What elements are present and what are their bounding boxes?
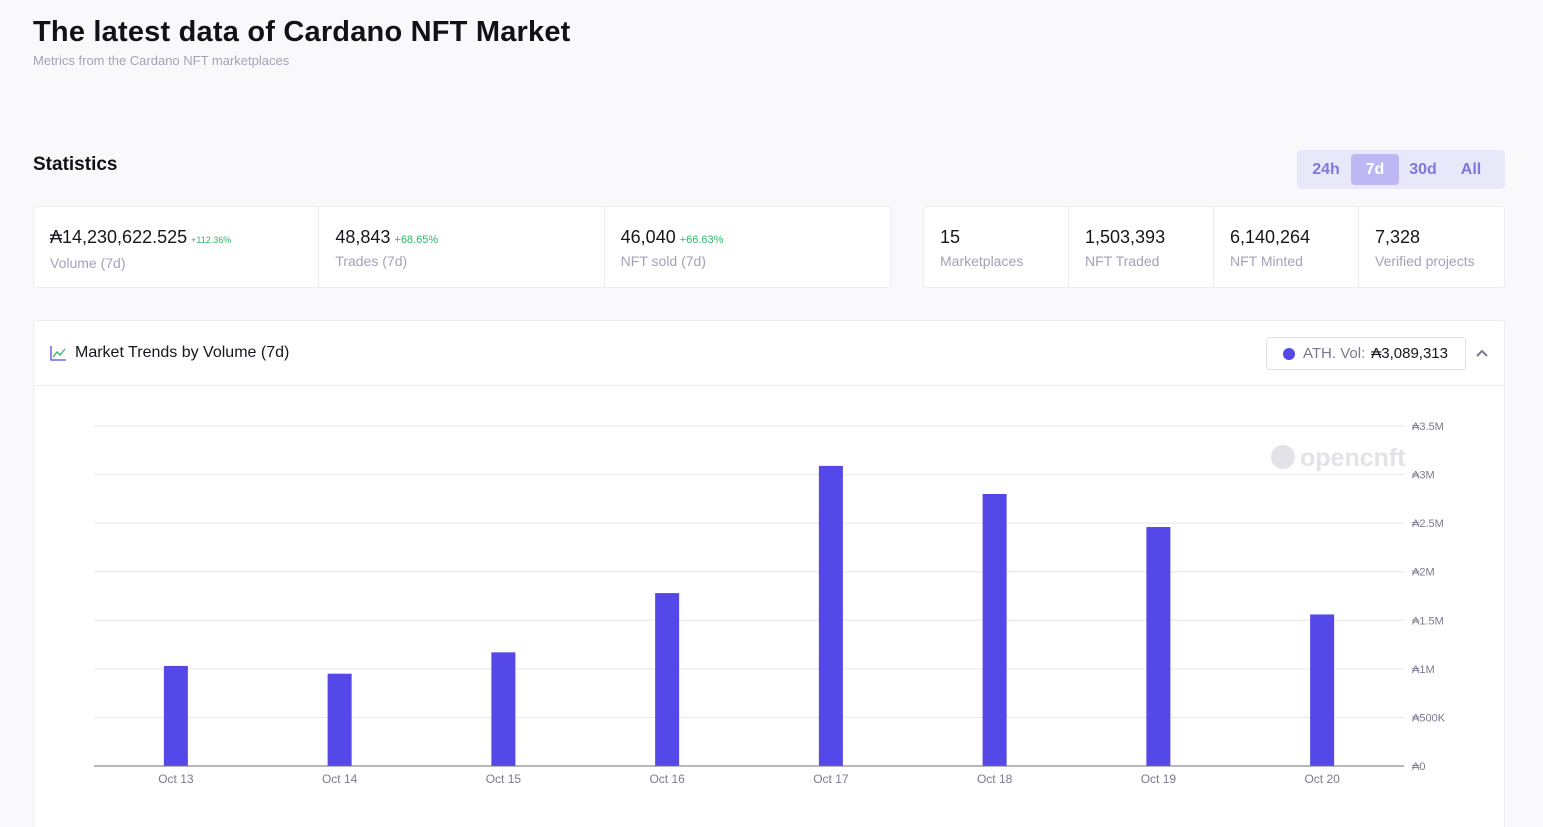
period-stats-card: ₳14,230,622.525 +112.36% Volume (7d) 48,8… <box>33 206 891 288</box>
stat-label: NFT sold (7d) <box>620 253 706 269</box>
market-trends-panel: Market Trends by Volume (7d) ATH. Vol: ₳… <box>33 320 1505 827</box>
ath-volume-badge: ATH. Vol: ₳3,089,313 <box>1266 337 1466 370</box>
stat-nft-minted: 6,140,264 NFT Minted <box>1214 207 1359 287</box>
stat-nft-sold: 46,040 +66.63% NFT sold (7d) <box>605 207 890 287</box>
ath-dot-icon <box>1283 347 1295 360</box>
x-tick-label: Oct 20 <box>1304 772 1340 786</box>
stat-verified-projects: 7,328 Verified projects <box>1359 207 1504 287</box>
bar-oct-20[interactable] <box>1310 614 1335 766</box>
stat-change: +112.36% <box>191 235 232 245</box>
collapse-button[interactable] <box>1472 343 1492 363</box>
watermark: opencnft <box>1271 444 1406 472</box>
bar-oct-18[interactable] <box>982 494 1007 766</box>
y-tick-label: ₳3.5M <box>1412 421 1444 433</box>
totals-card: 15 Marketplaces 1,503,393 NFT Traded 6,1… <box>923 206 1505 288</box>
x-tick-label: Oct 19 <box>1141 772 1177 786</box>
statistics-title: Statistics <box>33 154 118 175</box>
stat-change: +66.63% <box>679 234 724 246</box>
stat-value: 7,328 <box>1375 227 1421 247</box>
chart-heading: Market Trends by Volume (7d) <box>50 344 289 362</box>
stat-value: 48,843 <box>335 227 391 247</box>
stat-change: +68.65% <box>394 234 439 246</box>
ath-value: ₳3,089,313 <box>1371 345 1448 362</box>
bar-oct-15[interactable] <box>491 652 516 766</box>
stat-marketplaces: 15 Marketplaces <box>924 207 1069 287</box>
y-tick-label: ₳2M <box>1412 567 1435 579</box>
tab-24h[interactable]: 24h <box>1312 160 1340 178</box>
x-tick-label: Oct 15 <box>486 772 522 786</box>
page-subtitle: Metrics from the Cardano NFT marketplace… <box>33 53 290 68</box>
line-chart-icon <box>50 345 66 361</box>
axes: ₳0 ₳500K ₳1M ₳1.5M ₳2M ₳2.5M ₳3M ₳3.5M Oct 13 Oct… <box>94 421 1446 786</box>
bar-oct-17[interactable] <box>818 465 843 766</box>
bar-oct-16[interactable] <box>655 593 680 766</box>
x-tick-label: Oct 18 <box>977 772 1013 786</box>
volume-bar-chart: opencnft ₳0 ₳500K ₳1M ₳1.5M ₳2M ₳2.5M ₳3M ₳3.5M… <box>94 421 1446 786</box>
stat-nft-traded: 1,503,393 NFT Traded <box>1069 207 1214 287</box>
chart-header: Market Trends by Volume (7d) ATH. Vol: ₳… <box>34 321 1504 386</box>
chart-heading-text: Market Trends by Volume (7d) <box>75 344 290 361</box>
stat-value: 46,040 <box>620 227 676 247</box>
chevron-up-icon <box>1476 349 1488 357</box>
x-tick-label: Oct 16 <box>649 772 685 786</box>
bar-oct-13[interactable] <box>163 665 188 766</box>
bar-oct-14[interactable] <box>327 673 352 766</box>
stat-label: NFT Minted <box>1230 253 1303 269</box>
stat-label: Volume (7d) <box>50 255 126 271</box>
tab-7d[interactable]: 7d <box>1351 154 1399 185</box>
y-tick-label: ₳1M <box>1412 664 1435 676</box>
y-tick-label: ₳0 <box>1412 761 1425 773</box>
stat-value: 15 <box>940 227 961 247</box>
grid-lines <box>94 425 1404 718</box>
bar-oct-19[interactable] <box>1146 527 1171 766</box>
stat-value: ₳14,230,622.525 <box>50 227 188 247</box>
stat-value: 6,140,264 <box>1230 227 1311 247</box>
stat-label: NFT Traded <box>1085 253 1160 269</box>
y-tick-label: ₳3M <box>1412 470 1435 482</box>
page-title: The latest data of Cardano NFT Market <box>33 16 571 48</box>
ath-label: ATH. Vol: <box>1303 345 1366 362</box>
stat-trades: 48,843 +68.65% Trades (7d) <box>319 207 605 287</box>
stat-value: 1,503,393 <box>1085 227 1166 247</box>
x-tick-label: Oct 13 <box>158 772 194 786</box>
bars <box>163 465 1335 766</box>
stat-label: Trades (7d) <box>335 253 408 269</box>
range-tabs: 24h 7d 30d All <box>1297 150 1505 189</box>
x-tick-label: Oct 14 <box>322 772 358 786</box>
y-tick-label: ₳500K <box>1412 712 1446 724</box>
stat-label: Marketplaces <box>940 253 1024 269</box>
tab-30d[interactable]: 30d <box>1409 160 1437 178</box>
watermark-text: opencnft <box>1300 444 1406 472</box>
stat-volume: ₳14,230,622.525 +112.36% Volume (7d) <box>34 207 320 287</box>
y-tick-label: ₳2.5M <box>1412 518 1444 530</box>
x-tick-label: Oct 17 <box>813 772 849 786</box>
stat-label: Verified projects <box>1375 253 1475 269</box>
y-tick-label: ₳1.5M <box>1412 615 1444 627</box>
watermark-logo-icon <box>1271 445 1295 469</box>
tab-all[interactable]: All <box>1460 160 1482 178</box>
